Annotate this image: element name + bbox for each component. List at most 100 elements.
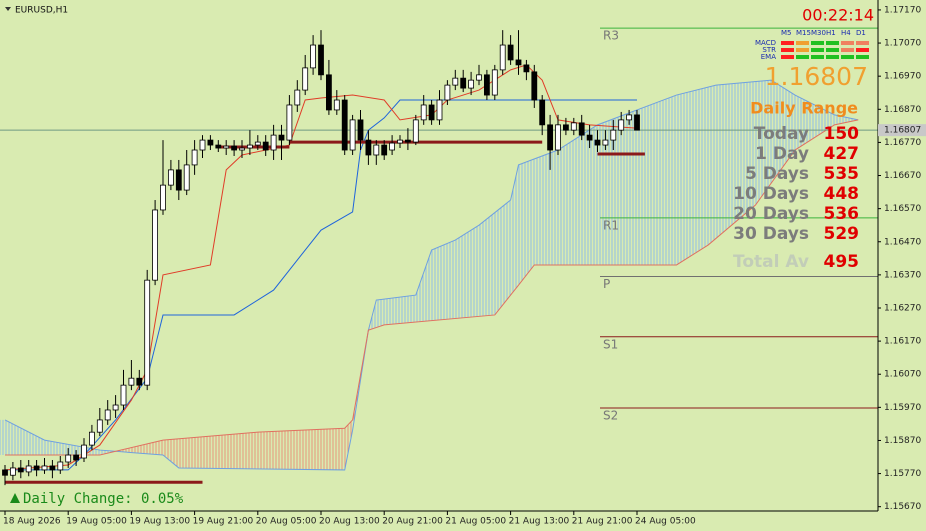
candle-body	[2, 469, 8, 476]
big-price: 1.16807	[765, 62, 868, 91]
y-tick-label: 1.16270	[884, 303, 921, 313]
signal-cell	[841, 55, 854, 59]
timeframe-label: M15	[796, 29, 811, 37]
signal-cell	[856, 41, 869, 45]
span-b-line	[5, 119, 859, 456]
pivot-label: S2	[603, 409, 618, 423]
candle-body	[602, 139, 609, 146]
daily-change: Daily Change: 0.05%	[23, 491, 184, 507]
signal-cell	[811, 48, 824, 52]
candle-body	[239, 147, 245, 151]
signal-cell	[856, 48, 869, 52]
signal-cell	[826, 48, 839, 52]
candle-body	[231, 145, 238, 151]
timeframe-label: D1	[856, 29, 866, 37]
pivot-label: R3	[603, 29, 619, 43]
candle-body	[270, 134, 277, 151]
timeframe-label: H1	[826, 29, 836, 37]
signal-label: STR	[762, 46, 776, 54]
candle-body	[397, 139, 403, 144]
x-tick-label: 19 Aug 05:00	[66, 517, 127, 527]
signal-cell	[856, 55, 869, 59]
y-tick-label: 1.16870	[884, 105, 921, 115]
candle-body	[404, 139, 411, 143]
price-tag-label: 1.16807	[884, 126, 921, 136]
timer: 00:22:14	[802, 6, 874, 25]
y-tick-label: 1.16670	[884, 171, 921, 181]
candle-body	[452, 77, 459, 86]
candle-body	[144, 279, 151, 386]
range-title: Daily Range	[750, 99, 858, 118]
candle-body	[112, 404, 119, 411]
candle-body	[49, 465, 56, 471]
range-value: 427	[824, 144, 860, 164]
candle-body	[223, 145, 230, 149]
candle-body	[89, 431, 95, 446]
signal-cell	[796, 48, 809, 52]
candle-body	[341, 99, 348, 151]
x-tick-label: 19 Aug 21:00	[193, 517, 254, 527]
candle-body	[428, 104, 435, 121]
candle-body	[246, 144, 253, 149]
x-tick-label: 24 Aug 05:00	[635, 517, 696, 527]
cloud-hatch	[0, 80, 859, 456]
candle-body	[634, 114, 640, 131]
candle-body	[515, 59, 522, 66]
candle-body	[152, 209, 159, 281]
plot-area: R3 R1 P S1 S2	[0, 27, 878, 486]
candle-body	[160, 184, 166, 211]
candle-body	[420, 104, 427, 121]
candle-body	[17, 467, 24, 473]
y-tick-label: 1.15870	[884, 436, 921, 446]
signal-label: EMA	[761, 53, 776, 61]
y-tick-label: 1.16470	[884, 237, 921, 247]
x-tick-label: 21 Aug 05:00	[445, 517, 506, 527]
pivot-label: R1	[603, 218, 619, 232]
signal-cell	[781, 55, 794, 59]
x-tick-label: 20 Aug 05:00	[256, 517, 317, 527]
candle-body	[349, 119, 356, 151]
candle-body	[325, 74, 332, 111]
signal-cell	[826, 41, 839, 45]
candle-body	[499, 44, 506, 71]
candle-body	[563, 124, 569, 131]
candle-body	[539, 99, 546, 126]
timeframe-label: M30	[811, 29, 826, 37]
price-tag	[878, 124, 926, 137]
candle-body	[199, 139, 206, 151]
signal-cell	[811, 41, 824, 45]
range-value: 448	[824, 184, 860, 204]
candle-body	[389, 142, 396, 151]
y-tick-label: 1.17170	[884, 5, 921, 15]
x-tick-label: 20 Aug 21:00	[382, 517, 443, 527]
candle-body	[586, 134, 593, 141]
range-label: 20 Days	[733, 204, 809, 224]
candle-body	[318, 44, 324, 76]
y-tick-label: 1.16570	[884, 204, 921, 214]
range-value: 535	[824, 164, 860, 184]
candle-body	[555, 124, 561, 151]
candle-body	[57, 461, 64, 471]
candle-body	[357, 119, 364, 141]
candle-body	[618, 119, 625, 131]
candle-body	[294, 89, 301, 106]
y-tick-label: 1.16770	[884, 138, 921, 148]
signal-cell	[841, 41, 854, 45]
candle-body	[476, 74, 482, 81]
x-tick-label: 20 Aug 13:00	[319, 517, 380, 527]
candle-body	[278, 134, 285, 141]
candle-body	[523, 64, 530, 73]
signal-label: MACD	[755, 39, 776, 47]
candle-body	[594, 139, 601, 146]
candle-body	[286, 104, 293, 141]
candle-body	[104, 409, 111, 421]
candle-body	[547, 124, 553, 151]
up-arrow	[10, 493, 20, 503]
candle-body	[191, 149, 198, 166]
candle-body	[444, 84, 451, 101]
range-value: 150	[824, 124, 860, 144]
range-label: 5 Days	[745, 164, 809, 184]
candle-body	[483, 74, 490, 96]
pivot-label: S1	[603, 337, 618, 351]
